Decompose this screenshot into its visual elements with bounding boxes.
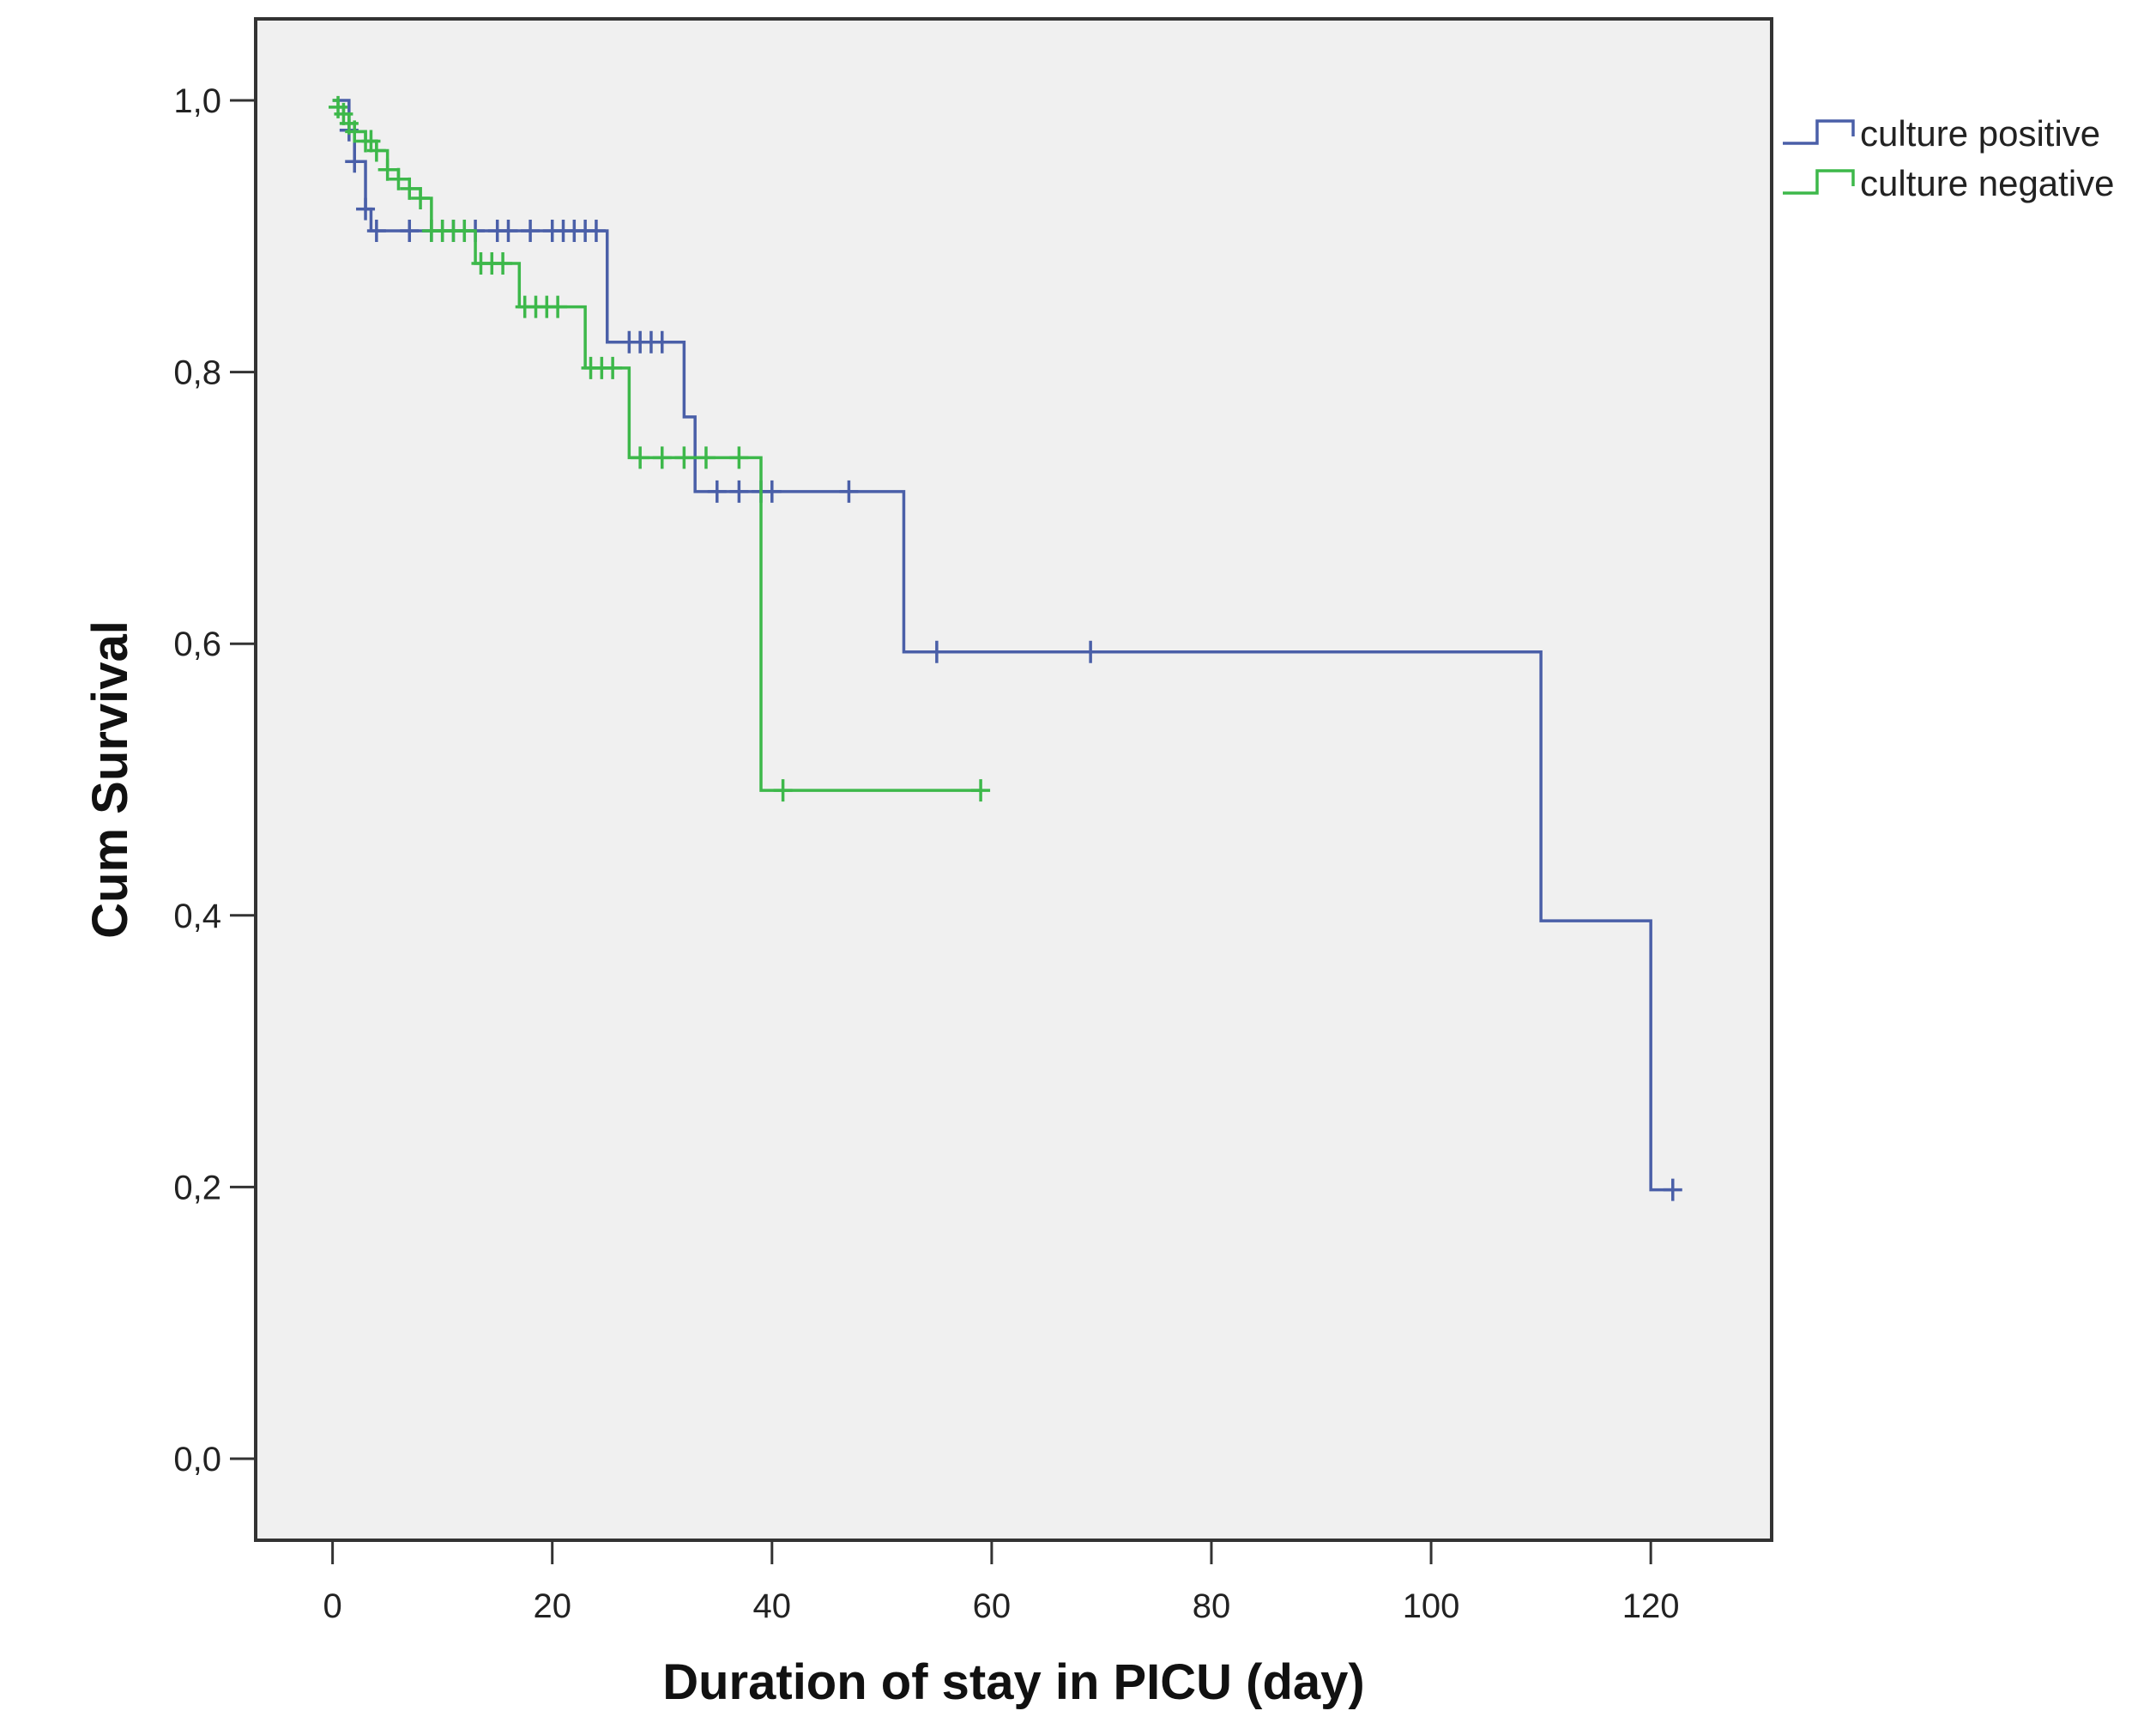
series-layer xyxy=(329,95,1682,1201)
y-axis: 0,0 0,2 0,4 0,6 0,8 1,0 xyxy=(173,82,256,1478)
series-culture-negative xyxy=(329,95,991,802)
plot-area xyxy=(256,19,1772,1540)
censor-mark xyxy=(498,219,518,242)
legend-swatch xyxy=(1783,169,1855,195)
censor-mark xyxy=(971,779,991,802)
x-tick-label: 100 xyxy=(1403,1587,1460,1625)
y-tick-label: 0,0 xyxy=(173,1441,221,1478)
censor-mark xyxy=(521,219,541,242)
plot-frame xyxy=(254,17,1773,1542)
censor-mark xyxy=(652,446,672,469)
censor-mark xyxy=(762,480,782,503)
censor-mark xyxy=(455,219,474,242)
x-axis: 0 20 40 60 80 100 120 xyxy=(323,1540,1680,1625)
x-tick-label: 40 xyxy=(753,1587,792,1625)
censor-mark xyxy=(603,356,623,379)
censor-mark xyxy=(389,167,408,190)
censor-mark xyxy=(773,779,793,802)
x-tick-label: 60 xyxy=(973,1587,1012,1625)
y-axis-title: Cum Survival xyxy=(82,620,138,939)
censor-mark xyxy=(1663,1178,1682,1201)
censor-mark xyxy=(345,120,365,143)
censor-mark xyxy=(839,480,859,503)
censor-mark xyxy=(1081,640,1101,663)
censor-mark xyxy=(400,177,420,200)
censor-mark xyxy=(707,480,727,503)
censor-mark xyxy=(729,446,749,469)
censor-mark xyxy=(345,150,365,173)
y-tick-label: 1,0 xyxy=(173,82,221,120)
censor-mark xyxy=(366,219,386,242)
censor-mark xyxy=(927,640,946,663)
censor-mark xyxy=(674,446,694,469)
legend-label: culture negative xyxy=(1860,163,2115,203)
censor-mark xyxy=(652,330,672,354)
y-tick-label: 0,4 xyxy=(173,898,221,935)
censor-mark xyxy=(366,139,386,162)
censor-mark xyxy=(696,446,716,469)
x-axis-title: Duration of stay in PICU (day) xyxy=(662,1654,1365,1710)
x-tick-label: 0 xyxy=(323,1587,342,1625)
legend-swatch xyxy=(1783,119,1855,145)
censor-mark xyxy=(411,186,431,209)
y-tick-label: 0,2 xyxy=(173,1169,221,1206)
censor-mark xyxy=(400,219,420,242)
censor-mark xyxy=(586,219,606,242)
x-tick-label: 80 xyxy=(1193,1587,1231,1625)
x-tick-label: 20 xyxy=(533,1587,571,1625)
legend: culture positive culture negative xyxy=(1783,113,2115,203)
censor-mark xyxy=(377,158,397,181)
legend-label: culture positive xyxy=(1860,113,2100,154)
censor-mark xyxy=(631,446,650,469)
censor-mark xyxy=(729,480,749,503)
y-tick-label: 0,8 xyxy=(173,354,221,392)
censor-mark xyxy=(356,197,376,221)
y-tick-label: 0,6 xyxy=(173,626,221,663)
censor-mark xyxy=(493,251,513,275)
censor-mark xyxy=(548,295,568,318)
x-tick-label: 120 xyxy=(1622,1587,1680,1625)
